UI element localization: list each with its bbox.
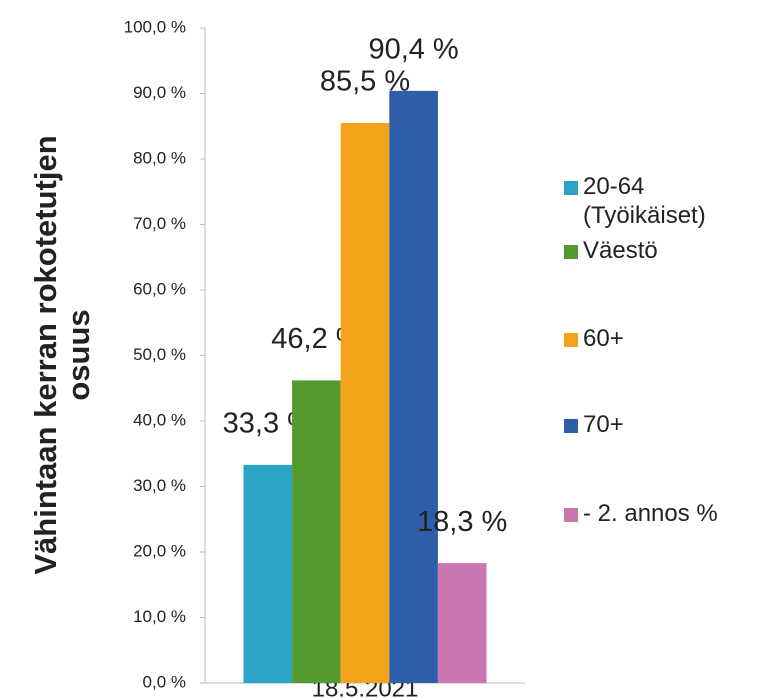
bar (340, 122, 390, 684)
bar (389, 90, 438, 683)
value-label: 90,4 % (368, 34, 458, 66)
y-tick-label: 90,0 % (133, 83, 186, 102)
bar (292, 380, 341, 683)
legend-label: Väestö (583, 237, 658, 264)
y-tick-label: 0,0 % (143, 672, 186, 691)
y-tick-label: 70,0 % (133, 214, 186, 233)
y-tick-label: 100,0 % (124, 17, 186, 36)
y-tick-label: 30,0 % (133, 476, 186, 495)
y-tick-label: 60,0 % (133, 279, 186, 298)
legend-label: 20-64 (Työikäiset) (583, 173, 706, 229)
legend-swatch (564, 419, 578, 433)
y-tick-label: 80,0 % (133, 148, 186, 167)
legend-swatch (564, 245, 578, 259)
y-tick-label: 50,0 % (133, 345, 186, 364)
bar (243, 464, 293, 683)
y-tick-label: 10,0 % (133, 607, 186, 626)
legend-label: 70+ (583, 411, 624, 438)
legend-label: 60+ (583, 325, 624, 352)
legend-label: - 2. annos % (583, 500, 718, 527)
y-tick-label: 20,0 % (133, 541, 186, 560)
legend-swatch (564, 508, 578, 522)
y-tick-label: 40,0 % (133, 410, 186, 429)
value-label: 18,3 % (417, 506, 507, 538)
bar (437, 563, 487, 683)
legend-swatch (564, 181, 578, 195)
legend-swatch (564, 333, 578, 347)
y-axis-label: Vähintaan kerran rokotetutjenosuus (28, 135, 96, 574)
